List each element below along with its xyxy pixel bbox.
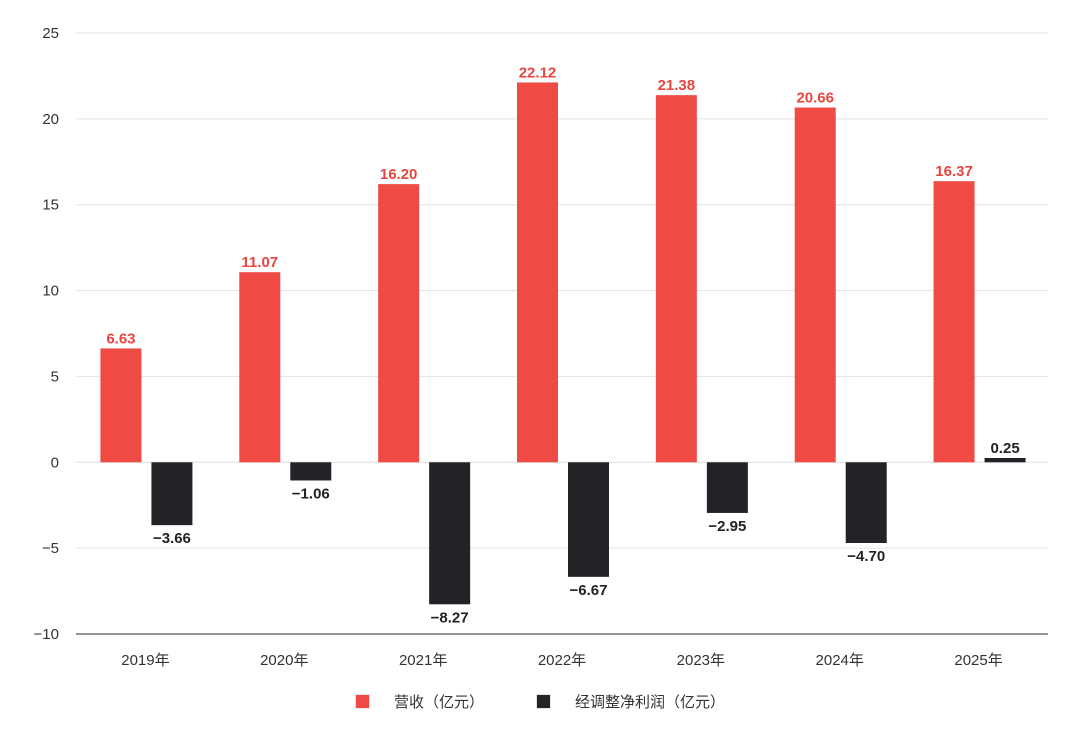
y-tick-label: −10 <box>34 626 59 643</box>
y-tick-label: 25 <box>42 25 59 42</box>
bar-revenue <box>378 184 420 463</box>
bar-revenue <box>239 272 281 463</box>
legend-swatch-revenue <box>354 693 370 709</box>
value-label-revenue: 16.20 <box>380 166 418 183</box>
bar-revenue <box>517 82 558 463</box>
value-label-adjusted-net-profit: −8.27 <box>431 609 469 626</box>
x-tick-label: 2022年 <box>538 652 586 669</box>
bar-revenue <box>933 181 975 463</box>
value-label-revenue: 20.66 <box>796 90 834 107</box>
bar-revenue <box>100 348 142 463</box>
bar-revenue <box>655 95 697 463</box>
bar-revenue <box>794 107 836 463</box>
y-tick-label: 15 <box>42 197 59 214</box>
legend-label-adjusted-net-profit: 经调整净利润（亿元） <box>575 693 726 711</box>
bar-adjusted-net-profit <box>151 462 193 526</box>
x-tick-label: 2023年 <box>677 652 725 669</box>
value-label-revenue: 22.12 <box>519 64 557 81</box>
bar-adjusted-net-profit <box>568 462 609 577</box>
legend: 营收（亿元） 经调整净利润（亿元） <box>0 689 1080 713</box>
legend-swatch-adjusted-net-profit <box>536 693 551 709</box>
legend-item-adjusted-net-profit[interactable]: 经调整净利润（亿元） <box>536 691 725 712</box>
legend-label-revenue: 营收（亿元） <box>393 693 484 711</box>
value-label-adjusted-net-profit: −4.70 <box>847 548 885 565</box>
y-tick-label: 0 <box>51 454 59 471</box>
x-tick-label: 2020年 <box>260 652 308 669</box>
value-label-adjusted-net-profit: −2.95 <box>708 518 746 535</box>
bar-adjusted-net-profit <box>984 457 1026 463</box>
y-tick-label: 5 <box>51 368 59 385</box>
value-label-revenue: 6.63 <box>106 330 135 347</box>
y-axis-ticks: 25 20 15 10 5 0 −5 −10 <box>34 25 59 643</box>
value-label-revenue: 21.38 <box>658 77 696 94</box>
y-tick-label: 20 <box>42 111 59 128</box>
x-tick-label: 2019年 <box>121 652 169 669</box>
bar-adjusted-net-profit <box>290 462 332 481</box>
value-label-revenue: 11.07 <box>241 254 278 271</box>
x-tick-label: 2024年 <box>816 652 864 669</box>
grid-lines <box>76 32 1048 635</box>
bar-adjusted-net-profit <box>706 462 748 513</box>
x-tick-label: 2025年 <box>954 652 1002 669</box>
bars <box>100 82 1026 605</box>
x-axis-ticks: 2019年 2020年 2021年 2022年 2023年 2024年 2025年 <box>121 652 1003 669</box>
value-label-adjusted-net-profit: 0.25 <box>990 440 1019 457</box>
value-labels: 6.63 −3.66 11.07 −1.06 16.20 −8.27 22.12 −6.67 2… <box>106 64 1019 626</box>
y-tick-label: −5 <box>42 540 59 557</box>
x-tick-label: 2021年 <box>399 652 447 669</box>
value-label-adjusted-net-profit: −1.06 <box>292 485 330 502</box>
y-tick-label: 10 <box>42 283 59 300</box>
legend-item-revenue[interactable]: 营收（亿元） <box>354 691 484 712</box>
value-label-adjusted-net-profit: −6.67 <box>570 582 608 599</box>
bar-adjusted-net-profit <box>429 462 471 605</box>
bar-adjusted-net-profit <box>845 462 887 543</box>
value-label-revenue: 16.37 <box>935 163 973 180</box>
value-label-adjusted-net-profit: −3.66 <box>153 530 191 547</box>
